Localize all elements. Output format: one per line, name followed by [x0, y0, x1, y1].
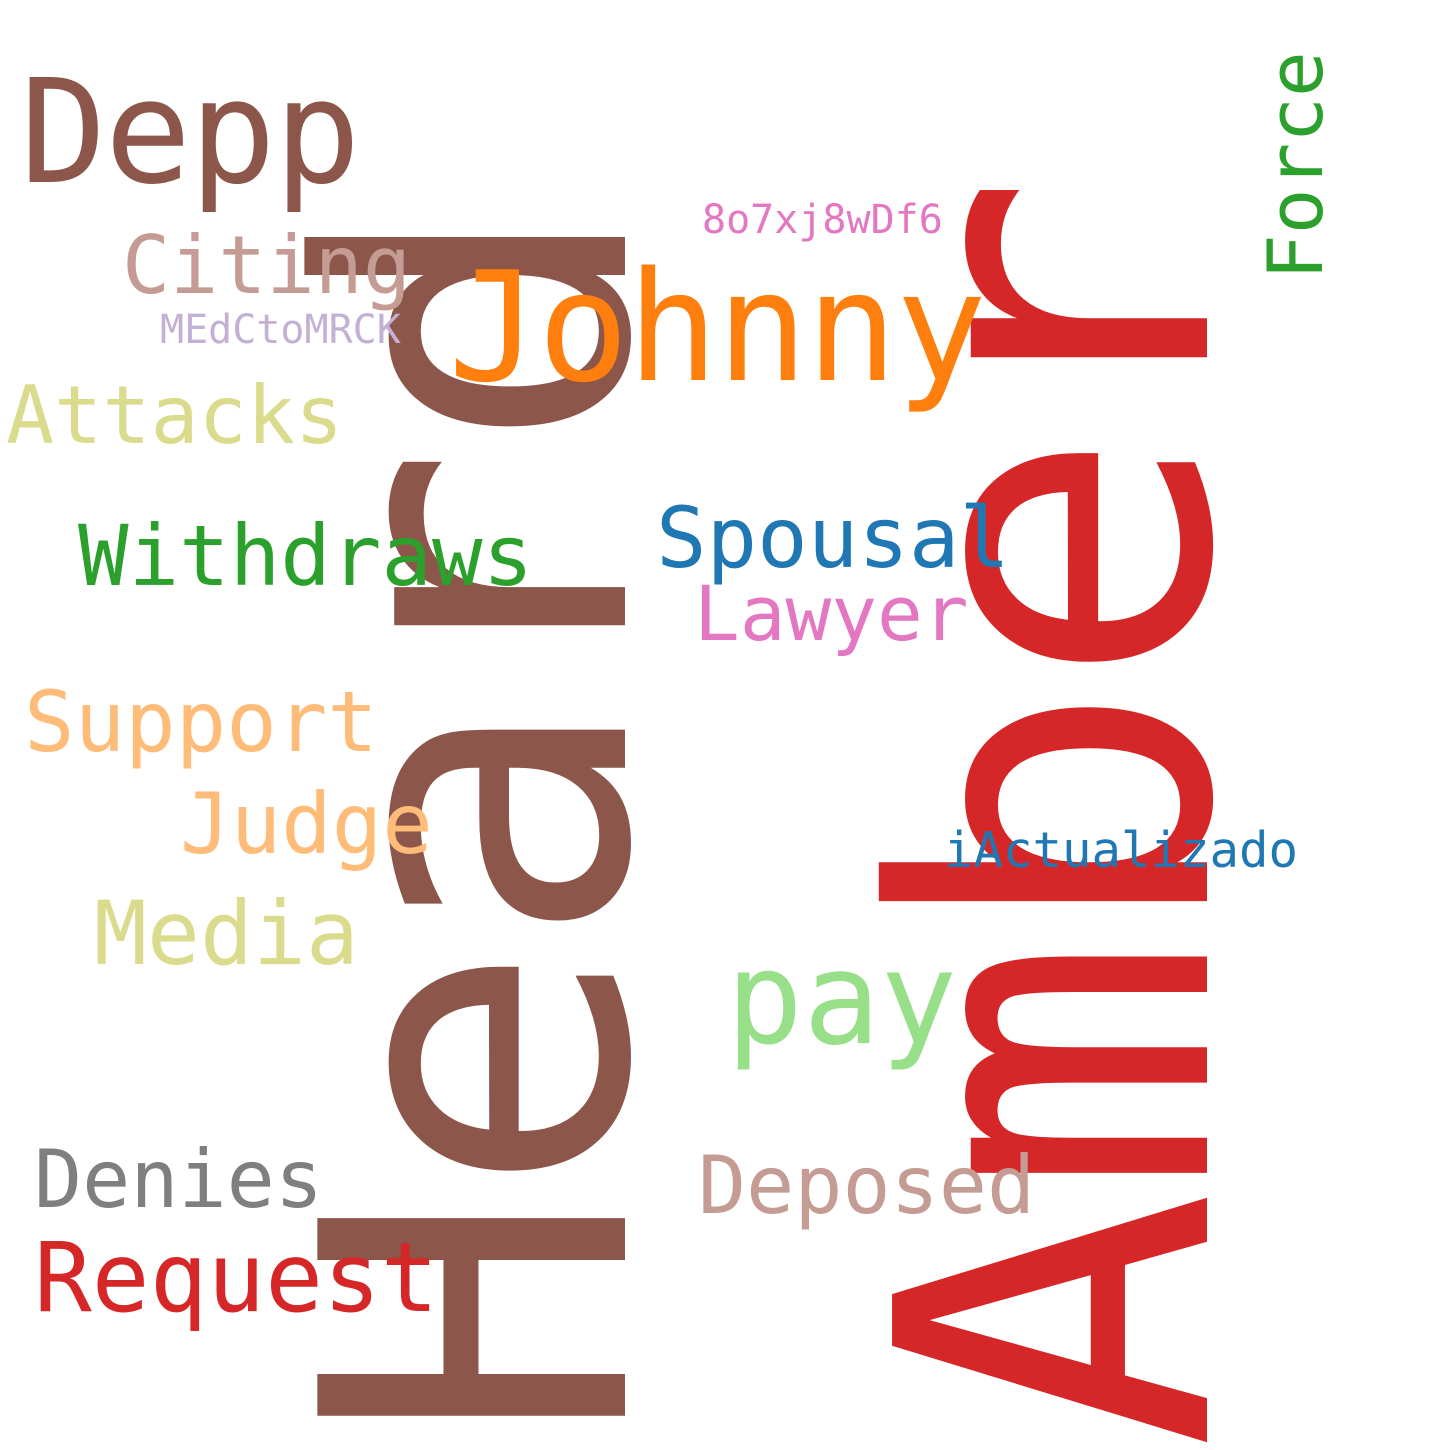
word-deposed: Deposed: [698, 1139, 1036, 1232]
word-pay: pay: [726, 925, 958, 1074]
word-depp: Depp: [20, 48, 361, 216]
word-lawyer: Lawyer: [694, 569, 969, 658]
word-denies: Denies: [34, 1133, 323, 1226]
word-citing: Citing: [122, 219, 411, 312]
word-johnny: Johnny: [448, 239, 987, 416]
word-withdraws: Withdraws: [78, 507, 534, 605]
word-force: Force: [1251, 51, 1340, 280]
word-request: Request: [34, 1222, 439, 1334]
word-attacks: Attacks: [6, 369, 344, 462]
word-code1: 8o7xj8wDf6: [702, 197, 943, 243]
word-iactualizado: iActualizado: [944, 822, 1299, 879]
word-media: Media: [94, 882, 359, 985]
word-code2: MEdCtoMRCK: [160, 307, 401, 353]
word-spousal: Spousal: [656, 489, 1011, 587]
word-support: Support: [24, 673, 379, 771]
word-judge: Judge: [180, 775, 433, 873]
